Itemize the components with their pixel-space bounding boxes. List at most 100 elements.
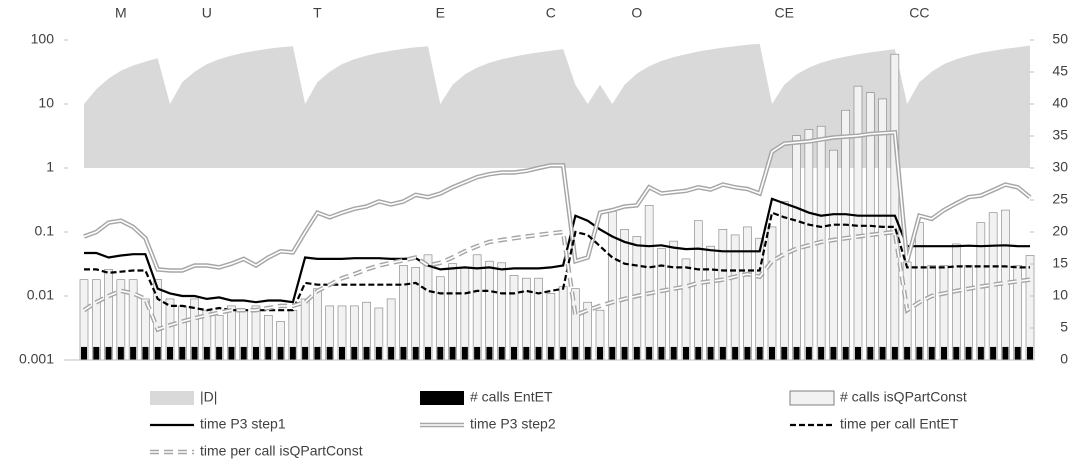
legend-swatch bbox=[420, 391, 464, 405]
bar bbox=[879, 346, 886, 360]
bar bbox=[767, 226, 777, 361]
bar bbox=[253, 346, 259, 360]
y2-tick-label: 0 bbox=[1060, 351, 1068, 367]
y2-tick-label: 45 bbox=[1052, 63, 1068, 79]
bar bbox=[167, 346, 173, 360]
y-tick-label: 0.01 bbox=[27, 287, 54, 303]
bar bbox=[81, 346, 87, 360]
bar bbox=[93, 346, 100, 360]
line bbox=[83, 231, 1031, 331]
bar bbox=[842, 346, 849, 360]
bar bbox=[400, 346, 407, 360]
bar bbox=[535, 346, 542, 360]
bar bbox=[695, 346, 702, 360]
bar bbox=[511, 346, 517, 360]
bar bbox=[855, 346, 861, 360]
group-label: O bbox=[631, 5, 642, 21]
group-label: CE bbox=[775, 5, 794, 21]
bar bbox=[719, 346, 726, 360]
bar bbox=[644, 205, 654, 361]
bar bbox=[498, 346, 505, 360]
bar bbox=[448, 263, 457, 361]
y2-tick-label: 40 bbox=[1052, 95, 1068, 111]
bar bbox=[547, 346, 554, 360]
y2-tick-label: 15 bbox=[1052, 255, 1068, 271]
bar bbox=[411, 267, 421, 361]
line bbox=[82, 229, 1031, 333]
bar bbox=[744, 346, 751, 360]
bar bbox=[633, 346, 640, 360]
bar bbox=[769, 346, 775, 360]
bar bbox=[425, 346, 431, 360]
bar bbox=[423, 254, 433, 361]
bar bbox=[363, 346, 370, 360]
bar bbox=[904, 346, 911, 360]
bar bbox=[755, 237, 765, 361]
bar bbox=[706, 245, 715, 361]
bar bbox=[830, 346, 837, 360]
bar bbox=[670, 346, 677, 360]
bar bbox=[560, 346, 567, 360]
bar bbox=[756, 346, 763, 360]
bar bbox=[572, 346, 579, 360]
legend-label: |D| bbox=[200, 389, 217, 405]
bar bbox=[326, 346, 333, 360]
bar bbox=[841, 109, 851, 361]
bar bbox=[485, 260, 494, 361]
y2-tick-label: 10 bbox=[1052, 287, 1068, 303]
y2-tick-label: 50 bbox=[1052, 31, 1068, 47]
bar bbox=[104, 269, 113, 361]
line bbox=[83, 131, 1031, 272]
bar bbox=[965, 346, 972, 360]
bar bbox=[976, 222, 986, 361]
bar bbox=[779, 201, 789, 361]
bar bbox=[683, 346, 689, 360]
bar bbox=[941, 346, 947, 360]
legend-label: # calls EntET bbox=[470, 389, 553, 405]
group-label: M bbox=[115, 5, 127, 21]
y2-tick-label: 30 bbox=[1052, 159, 1068, 175]
bar bbox=[375, 346, 382, 360]
bar bbox=[105, 346, 112, 360]
bar bbox=[191, 346, 198, 360]
bar bbox=[339, 346, 345, 360]
bar bbox=[302, 346, 309, 360]
legend-label: time per call isQPartConst bbox=[200, 443, 363, 459]
legend-swatch bbox=[150, 391, 194, 405]
legend-label: time P3 step1 bbox=[200, 416, 286, 432]
bar bbox=[693, 220, 703, 361]
bar bbox=[669, 240, 679, 361]
bar bbox=[142, 346, 149, 360]
legend-label: time per call EntET bbox=[840, 416, 959, 432]
bar bbox=[915, 222, 924, 361]
bar bbox=[853, 85, 863, 361]
bar bbox=[658, 346, 665, 360]
bar bbox=[1014, 346, 1021, 360]
line bbox=[84, 211, 1030, 312]
bar bbox=[289, 346, 296, 360]
bar bbox=[1027, 346, 1033, 360]
line bbox=[84, 197, 1030, 304]
bar bbox=[240, 346, 247, 360]
bar bbox=[216, 346, 223, 360]
bar bbox=[474, 346, 481, 360]
bar bbox=[1002, 346, 1009, 360]
bar bbox=[818, 346, 825, 360]
bar bbox=[781, 346, 788, 360]
bar bbox=[878, 98, 887, 361]
group-label: U bbox=[202, 5, 212, 21]
bar bbox=[951, 243, 961, 361]
bar bbox=[449, 346, 456, 360]
bar bbox=[743, 226, 752, 361]
bar bbox=[437, 346, 444, 360]
bar bbox=[646, 346, 653, 360]
bar bbox=[620, 229, 629, 361]
bar bbox=[718, 229, 728, 361]
bar bbox=[388, 346, 395, 360]
bar bbox=[460, 267, 470, 361]
bar bbox=[927, 265, 937, 361]
legend-label: time P3 step2 bbox=[470, 416, 556, 432]
y2-tick-label: 35 bbox=[1052, 127, 1068, 143]
bar bbox=[314, 346, 321, 360]
bar bbox=[793, 346, 800, 360]
